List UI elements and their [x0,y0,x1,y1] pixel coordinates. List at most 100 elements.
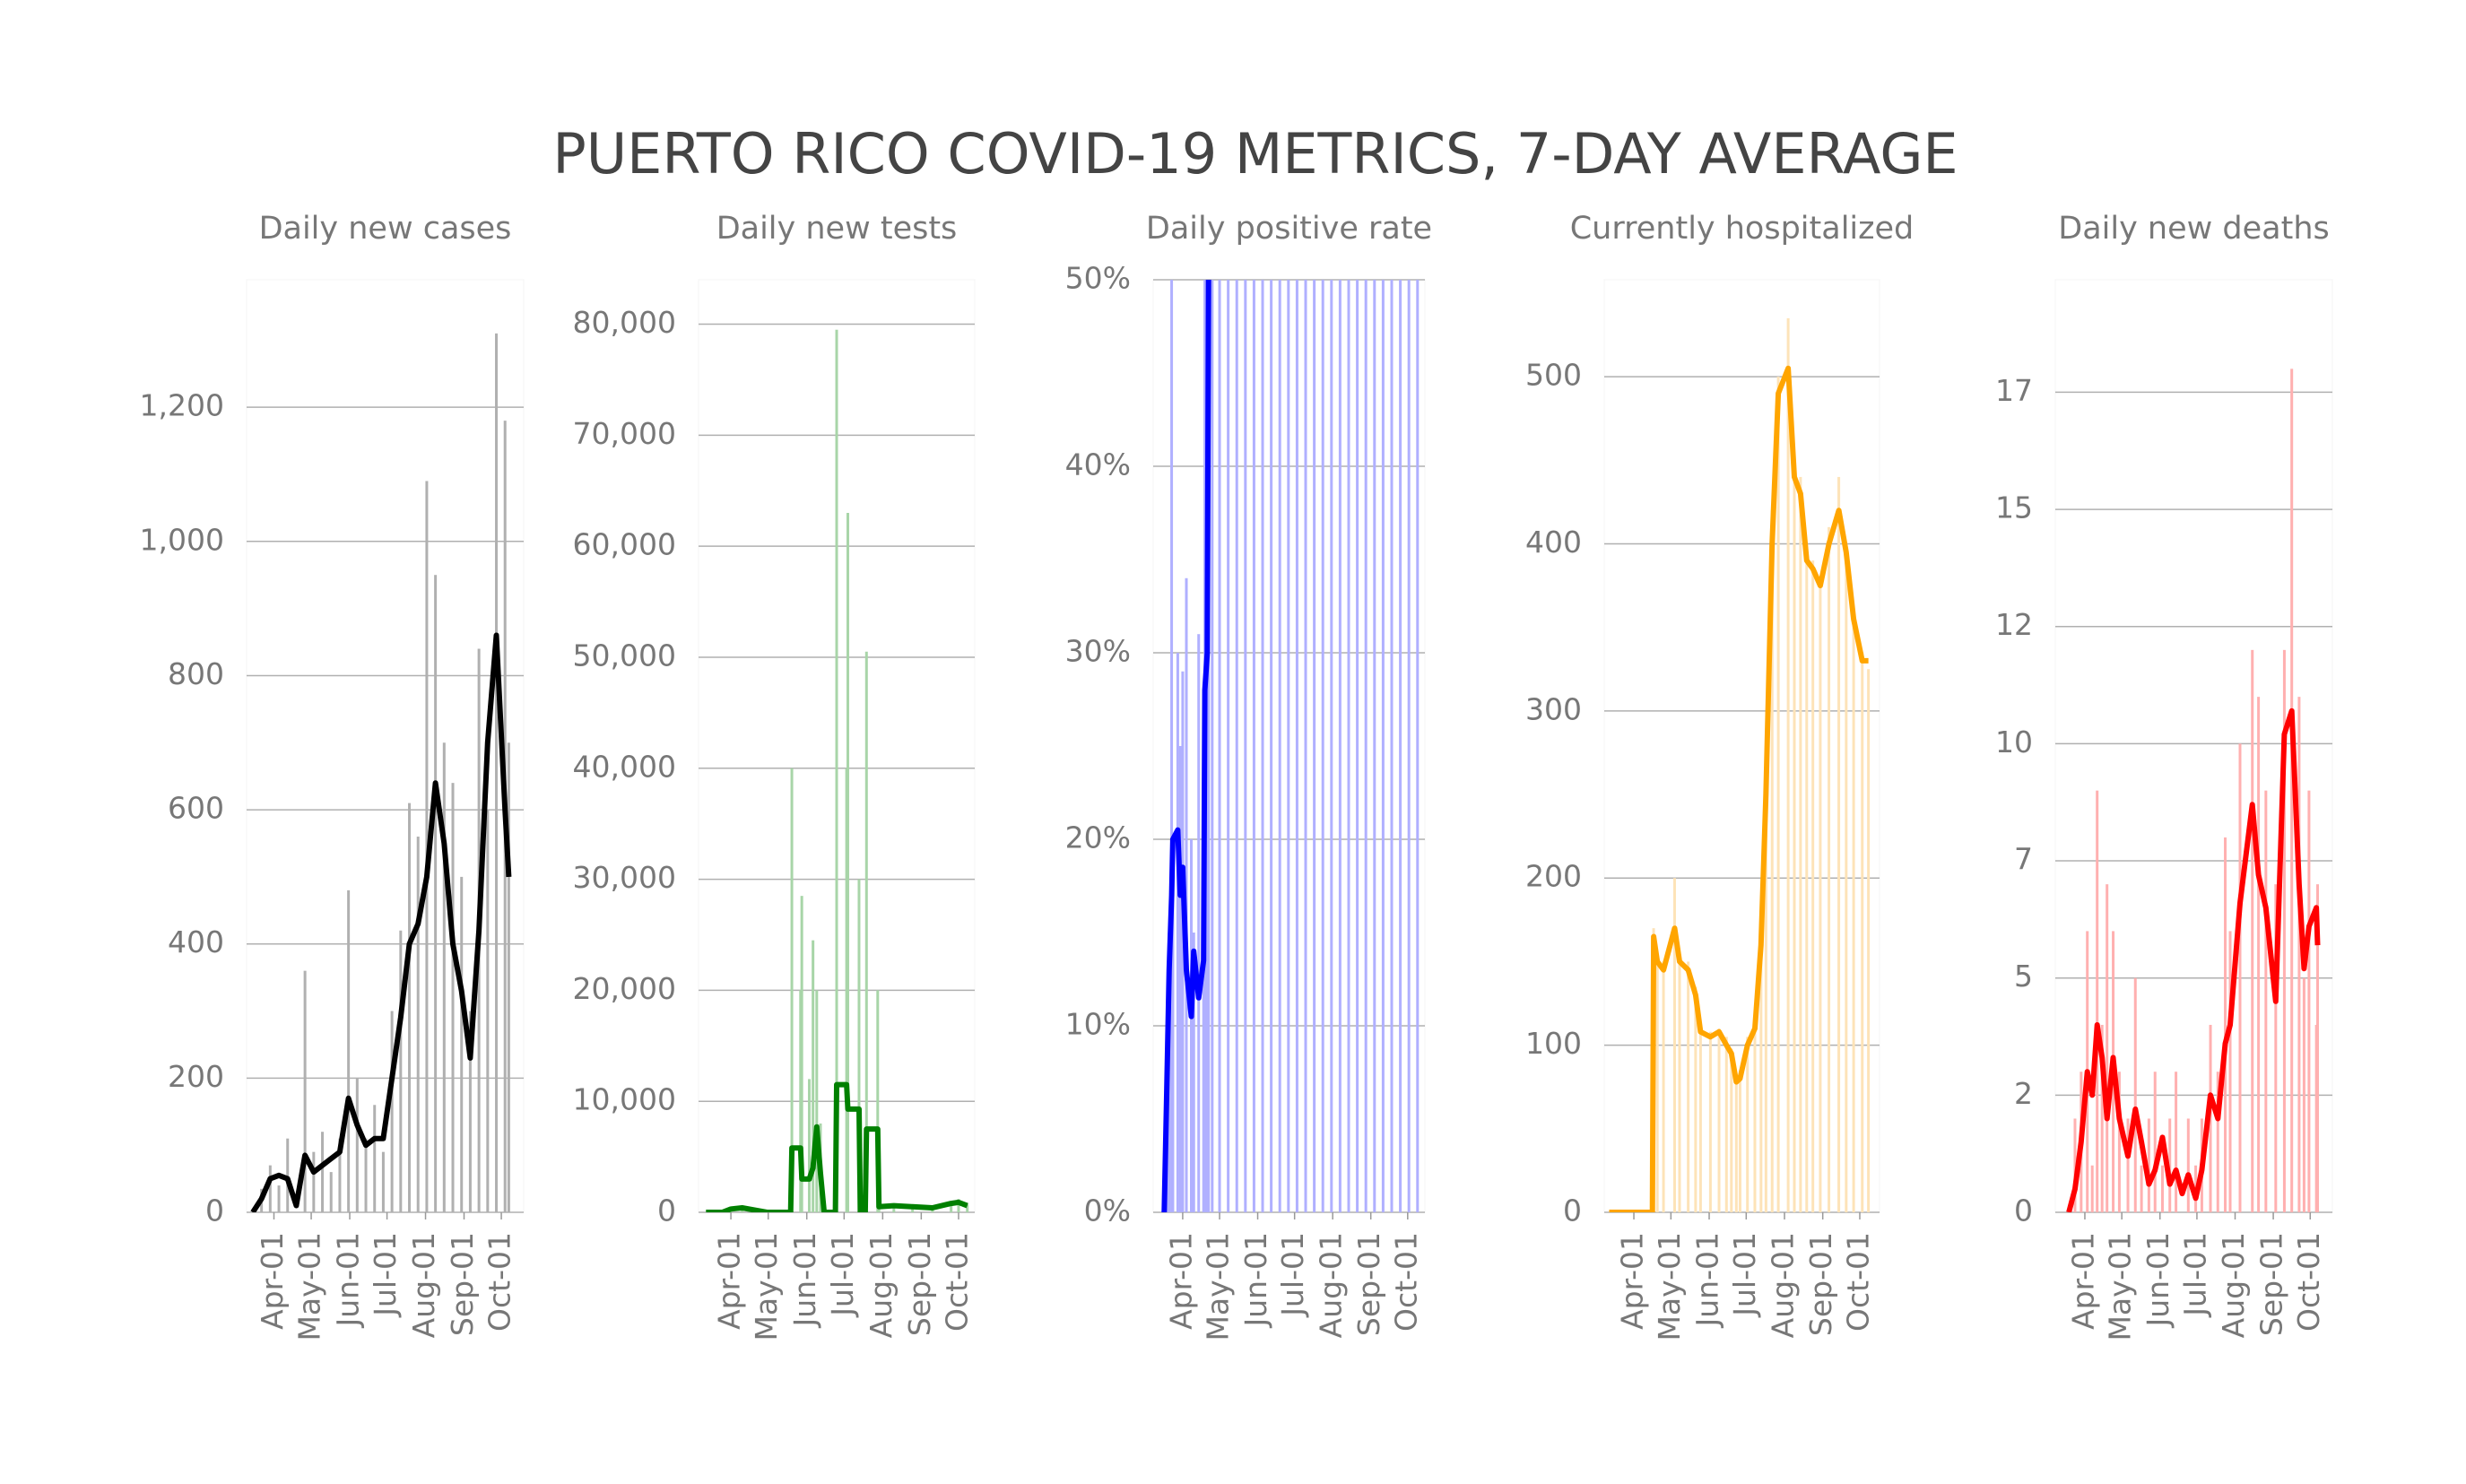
daily-bar [2096,790,2099,1212]
daily-bar [1244,280,1247,1212]
daily-bar [1252,280,1255,1212]
daily-bar [2147,1118,2150,1212]
plot-data [1609,317,1871,1212]
x-tick-label: Sep-01 [1351,1232,1386,1336]
daily-bar [408,803,412,1212]
daily-bar [1192,933,1195,1212]
daily-bar [373,1105,377,1212]
daily-bar [1170,280,1174,1212]
daily-bar [1764,760,1767,1212]
daily-bar [1390,280,1394,1212]
daily-bar [1330,280,1333,1212]
x-tick-label: Sep-01 [902,1232,937,1336]
panel-title: Daily new tests [716,211,958,247]
daily-bar [1730,1048,1733,1212]
y-tick-label: 17 [1995,373,2033,408]
x-tick-label: May-01 [2103,1232,2138,1341]
daily-bar [1295,280,1298,1212]
daily-bar [1828,526,1831,1212]
x-tick-label: Apr-01 [712,1232,747,1330]
daily-bar [835,329,838,1212]
daily-bar [966,1204,969,1212]
daily-bar [2168,1118,2172,1212]
daily-bar [355,1078,359,1212]
plot-data [2066,369,2321,1212]
plot-data [250,333,512,1212]
x-tick-label: Apr-01 [1615,1232,1650,1330]
daily-bar [1407,280,1411,1212]
daily-bar [1845,543,1848,1212]
y-tick-label: 30% [1065,634,1131,669]
daily-bar [1211,280,1214,1212]
daily-bar [957,1199,960,1212]
daily-bar [1793,460,1796,1212]
daily-bar [807,1079,811,1212]
y-tick-label: 5 [2014,959,2033,994]
daily-bar [1190,839,1194,1212]
y-tick-label: 200 [168,1059,224,1094]
y-tick-label: 50,000 [573,638,676,673]
x-tick-label: Oct-01 [2291,1232,2326,1332]
daily-bar [1176,653,1179,1212]
daily-bar [2117,1072,2121,1212]
plot-area [246,279,525,1213]
daily-bar [2238,743,2242,1212]
x-tick-label: Aug-01 [1314,1232,1349,1338]
daily-bar [1698,1028,1702,1212]
daily-bar [486,810,490,1212]
daily-bar [2251,649,2254,1212]
daily-bar [1373,280,1376,1212]
daily-bar [846,513,849,1212]
daily-bar [1321,280,1324,1212]
daily-bar [1746,1037,1750,1212]
daily-bar [1753,1020,1757,1212]
daily-bar [1227,280,1230,1212]
average-line [250,632,512,1212]
daily-bar [338,1138,342,1212]
daily-bar [1356,280,1359,1212]
y-tick-label: 40,000 [573,749,676,784]
daily-bar [2090,1165,2094,1212]
daily-bar [2140,1165,2143,1212]
daily-bar [434,575,438,1212]
x-tick-label: Sep-01 [445,1232,480,1336]
daily-bar [1811,560,1815,1212]
y-tick-label: 400 [168,924,224,959]
daily-bar [790,768,794,1212]
daily-bar [2282,649,2286,1212]
daily-bar [2307,790,2311,1212]
daily-bar [416,837,420,1212]
daily-bar [399,930,403,1212]
daily-bar [1171,839,1175,1212]
daily-bar [2100,1024,2104,1212]
daily-bar [800,896,803,1212]
y-tick-label: 500 [1525,358,1582,393]
daily-bar [1304,280,1307,1212]
daily-bar [451,783,455,1212]
y-tick-label: 0 [2014,1193,2033,1228]
y-tick-label: 15 [1995,490,2033,525]
daily-bar [812,940,815,1212]
y-tick-label: 10,000 [573,1082,676,1117]
plot-data [706,329,969,1212]
daily-bar [495,333,499,1212]
x-tick-label: Jul-01 [2177,1232,2212,1318]
daily-bar [2160,1165,2164,1212]
panel-title: Daily new deaths [2058,211,2330,247]
y-tick-label: 60,000 [573,527,676,562]
daily-bar [2257,697,2261,1212]
daily-bar [1207,280,1211,1212]
daily-bar [2264,790,2268,1212]
y-tick-label: 800 [168,656,224,691]
y-tick-label: 0 [657,1193,676,1228]
daily-bar [1852,611,1855,1212]
y-tick-label: 2 [2014,1076,2033,1111]
daily-bar [1867,669,1871,1212]
daily-bar [2290,369,2294,1212]
daily-bar [1399,280,1402,1212]
daily-bar [1776,377,1780,1212]
daily-bar [425,481,429,1212]
y-tick-label: 20% [1065,820,1131,855]
x-tick-label: May-01 [1201,1232,1236,1341]
daily-bar [468,1011,472,1212]
